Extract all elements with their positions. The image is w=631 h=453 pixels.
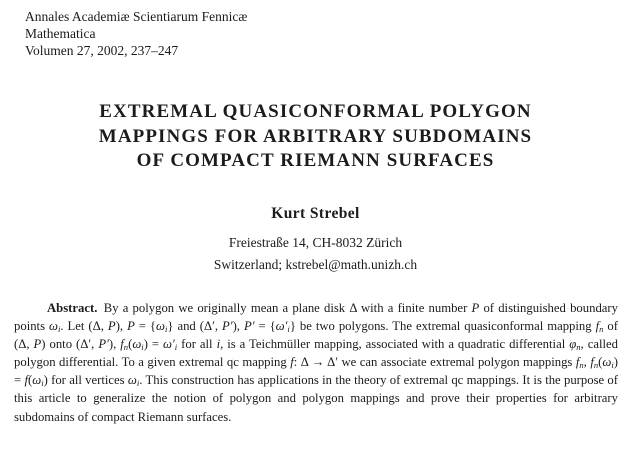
paper-title-line-2: MAPPINGS FOR ARBITRARY SUBDOMAINS: [98, 125, 533, 147]
abstract-paragraph: Abstract. By a polygon we originally mea…: [14, 301, 619, 424]
author-street-address: Freiestraße 14, CH-8032 Zürich: [228, 235, 403, 250]
journal-volume-pages: Volumen 27, 2002, 237–247: [25, 42, 179, 58]
journal-header: Annales Academiæ Scientiarum Fennicæ Mat…: [25, 9, 247, 59]
paper-title-line-3: OF COMPACT RIEMANN SURFACES: [136, 150, 495, 171]
journal-series: Mathematica: [25, 25, 96, 41]
paper-title: EXTREMAL QUASICONFORMAL POLYGON MAPPINGS…: [0, 100, 631, 174]
journal-name: Annales Academiæ Scientiarum Fennicæ: [25, 9, 248, 24]
author-country-email: Switzerland; kstrebel@math.unizh.ch: [213, 256, 418, 272]
author-name: Kurt Strebel: [271, 205, 360, 222]
author-address-block: Freiestraße 14, CH-8032 Zürich Switzerla…: [0, 232, 631, 275]
paper-title-line-1: EXTREMAL QUASICONFORMAL POLYGON: [99, 101, 532, 122]
